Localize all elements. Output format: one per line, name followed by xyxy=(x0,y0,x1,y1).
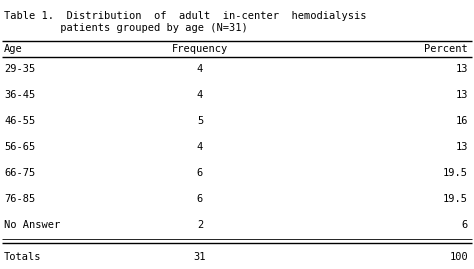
Text: 4: 4 xyxy=(197,142,203,152)
Text: 76-85: 76-85 xyxy=(4,194,35,204)
Text: 31: 31 xyxy=(194,252,206,262)
Text: 6: 6 xyxy=(462,220,468,230)
Text: 16: 16 xyxy=(456,116,468,126)
Text: 4: 4 xyxy=(197,64,203,74)
Text: 19.5: 19.5 xyxy=(443,194,468,204)
Text: 100: 100 xyxy=(449,252,468,262)
Text: 6: 6 xyxy=(197,194,203,204)
Text: 2: 2 xyxy=(197,220,203,230)
Text: Table 1.  Distribution  of  adult  in-center  hemodialysis: Table 1. Distribution of adult in-center… xyxy=(4,11,366,21)
Text: 4: 4 xyxy=(197,90,203,100)
Text: Frequency: Frequency xyxy=(172,44,228,54)
Text: 6: 6 xyxy=(197,168,203,178)
Text: 36-45: 36-45 xyxy=(4,90,35,100)
Text: 46-55: 46-55 xyxy=(4,116,35,126)
Text: 29-35: 29-35 xyxy=(4,64,35,74)
Text: 13: 13 xyxy=(456,142,468,152)
Text: Age: Age xyxy=(4,44,23,54)
Text: 66-75: 66-75 xyxy=(4,168,35,178)
Text: 13: 13 xyxy=(456,64,468,74)
Text: 13: 13 xyxy=(456,90,468,100)
Text: 5: 5 xyxy=(197,116,203,126)
Text: 56-65: 56-65 xyxy=(4,142,35,152)
Text: Percent: Percent xyxy=(424,44,468,54)
Text: Totals: Totals xyxy=(4,252,42,262)
Text: No Answer: No Answer xyxy=(4,220,60,230)
Text: 19.5: 19.5 xyxy=(443,168,468,178)
Text: patients grouped by age (N=31): patients grouped by age (N=31) xyxy=(4,23,248,33)
